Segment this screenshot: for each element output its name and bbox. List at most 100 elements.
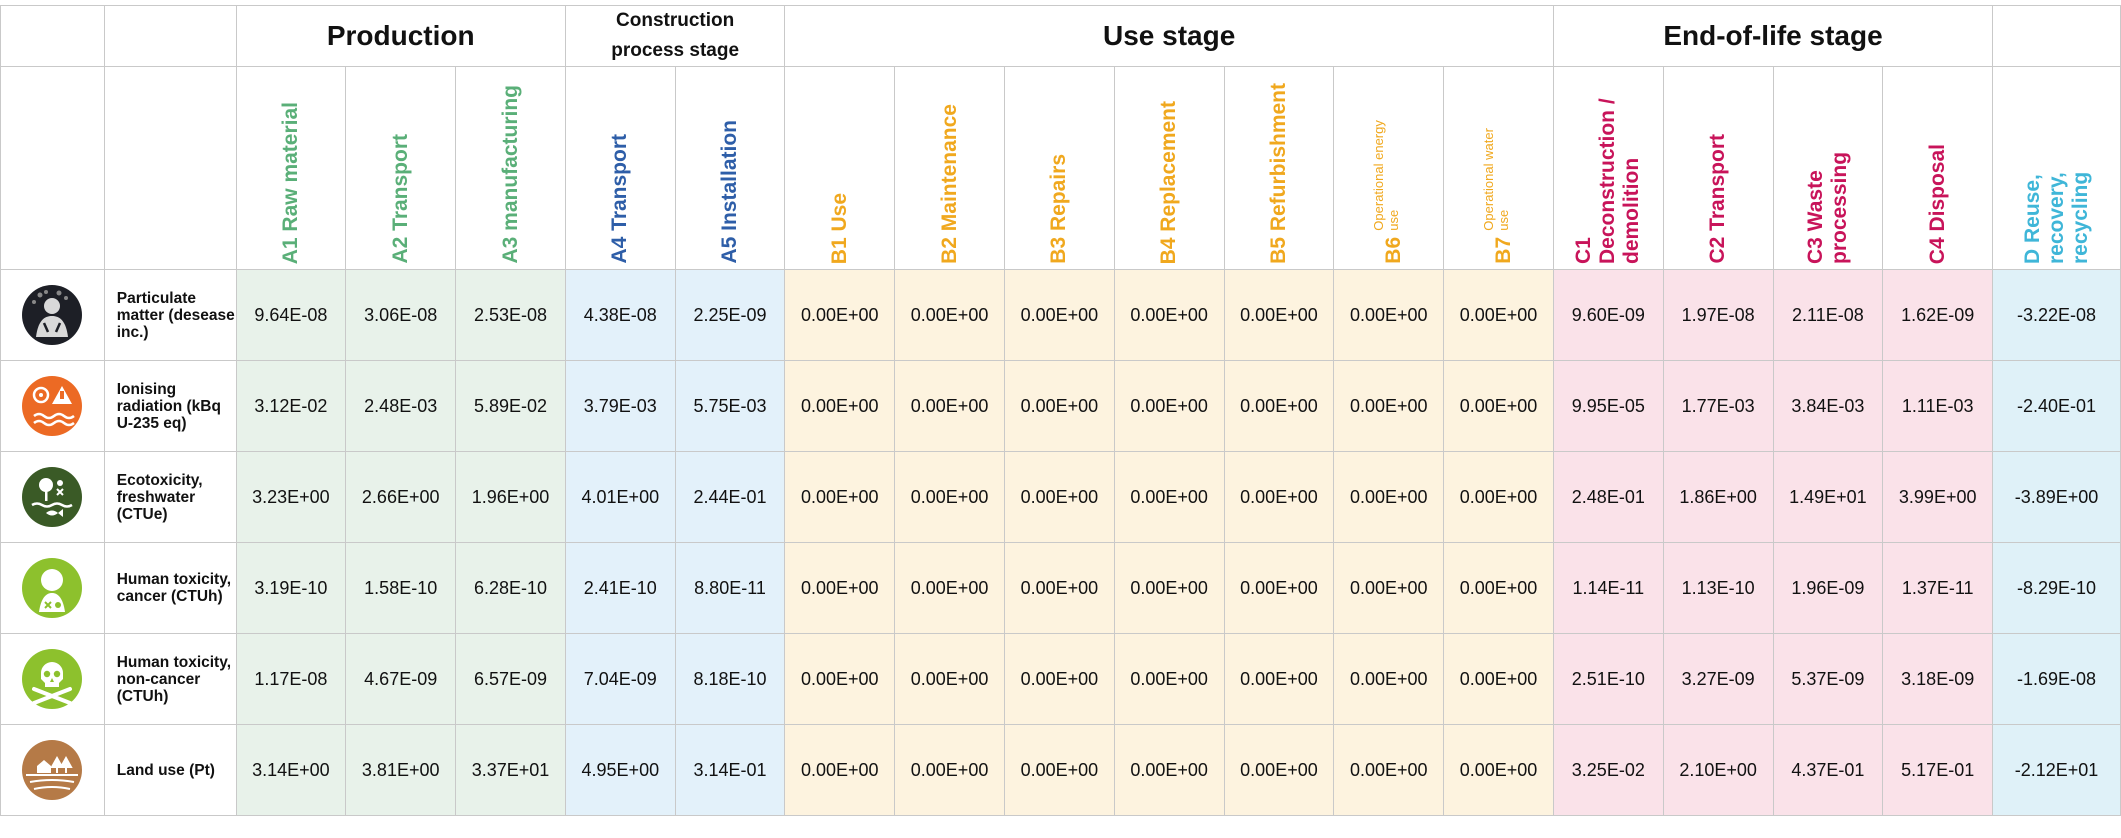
- module-c4: C4 Disposal: [1882, 66, 1994, 270]
- value-cell: 0.00E+00: [1333, 542, 1445, 634]
- value-cell: 2.48E-03: [345, 360, 457, 452]
- value-cell: 0.00E+00: [1443, 724, 1554, 816]
- corner-cell: [0, 66, 105, 270]
- value-cell: 0.00E+00: [784, 542, 896, 634]
- value-cell: 0.00E+00: [1003, 451, 1115, 543]
- module-d: D Reuse, recovery, recycling: [1992, 66, 2121, 270]
- particulate-matter-icon: [22, 285, 83, 345]
- value-cell: 1.58E-10: [345, 542, 457, 634]
- value-cell: 0.00E+00: [1443, 451, 1554, 543]
- value-cell: 3.81E+00: [345, 724, 457, 816]
- value-cell: 0.00E+00: [1113, 269, 1225, 361]
- value-cell: -3.22E-08: [1992, 269, 2121, 361]
- value-cell: 0.00E+00: [1003, 269, 1115, 361]
- value-cell: 3.99E+00: [1882, 451, 1994, 543]
- value-cell: 1.49E+01: [1772, 451, 1884, 543]
- value-cell: 0.00E+00: [894, 633, 1005, 725]
- value-cell: 5.75E-03: [674, 360, 786, 452]
- indicator-icon-cell: [0, 724, 105, 816]
- value-cell: 5.17E-01: [1882, 724, 1994, 816]
- module-a2-label: A2 Transport: [388, 134, 412, 264]
- table-row: Human toxicity, non-cancer (CTUh) 1.17E-0…: [0, 633, 2121, 725]
- stage-header-row: Production Construction process stage Use…: [0, 5, 2121, 67]
- indicator-name: Ecotoxicity, freshwater (CTUe): [103, 451, 237, 543]
- table-row: Ecotoxicity, freshwater (CTUe) 3.23E+00 2.…: [0, 451, 2121, 543]
- land-use-icon: [22, 740, 83, 800]
- value-cell: 0.00E+00: [1003, 360, 1115, 452]
- value-cell: 0.00E+00: [784, 724, 896, 816]
- value-cell: 3.19E-10: [235, 542, 347, 634]
- value-cell: 3.27E-09: [1662, 633, 1774, 725]
- module-c3: C3 Waste processing: [1772, 66, 1884, 270]
- value-cell: 2.53E-08: [455, 269, 566, 361]
- value-cell: 3.18E-09: [1882, 633, 1994, 725]
- value-cell: 2.66E+00: [345, 451, 457, 543]
- value-cell: 4.37E-01: [1772, 724, 1884, 816]
- value-cell: 6.28E-10: [455, 542, 566, 634]
- value-cell: 0.00E+00: [1113, 451, 1225, 543]
- module-a1: A1 Raw material: [235, 66, 347, 270]
- value-cell: 0.00E+00: [1223, 542, 1335, 634]
- value-cell: 2.41E-10: [564, 542, 676, 634]
- value-cell: 7.04E-09: [564, 633, 676, 725]
- value-cell: 0.00E+00: [1333, 724, 1445, 816]
- module-b7: B7 Operational water use: [1443, 66, 1554, 270]
- corner-cell: [0, 5, 105, 67]
- value-cell: 0.00E+00: [1443, 542, 1554, 634]
- indicator-icon-cell: [0, 542, 105, 634]
- value-cell: 3.84E-03: [1772, 360, 1884, 452]
- value-cell: 0.00E+00: [1223, 451, 1335, 543]
- module-c2: C2 Transport: [1662, 66, 1774, 270]
- indicator-icon-cell: [0, 451, 105, 543]
- value-cell: 2.10E+00: [1662, 724, 1774, 816]
- indicator-name: Human toxicity, cancer (CTUh): [103, 542, 237, 634]
- value-cell: 0.00E+00: [1003, 633, 1115, 725]
- value-cell: 8.80E-11: [674, 542, 786, 634]
- value-cell: 1.86E+00: [1662, 451, 1774, 543]
- value-cell: 2.51E-10: [1552, 633, 1664, 725]
- value-cell: 0.00E+00: [1443, 269, 1554, 361]
- stage-construction-line1: Construction: [616, 10, 735, 31]
- value-cell: 2.44E-01: [674, 451, 786, 543]
- module-a1-label: A1 Raw material: [278, 101, 302, 264]
- module-c2-label: C2 Transport: [1706, 134, 1730, 264]
- value-cell: 1.97E-08: [1662, 269, 1774, 361]
- module-b6-desc: Operational energy use: [1371, 120, 1402, 232]
- value-cell: 0.00E+00: [1223, 360, 1335, 452]
- value-cell: 0.00E+00: [1333, 451, 1445, 543]
- value-cell: 0.00E+00: [1443, 360, 1554, 452]
- value-cell: 4.38E-08: [564, 269, 676, 361]
- value-cell: 1.77E-03: [1662, 360, 1774, 452]
- value-cell: 0.00E+00: [894, 451, 1005, 543]
- module-b7-code: B7: [1492, 237, 1516, 264]
- value-cell: 3.14E-01: [674, 724, 786, 816]
- value-cell: -1.69E-08: [1992, 633, 2121, 725]
- value-cell: 9.95E-05: [1552, 360, 1664, 452]
- table-row: Particulate matter (desease inc.) 9.64E-0…: [0, 269, 2121, 361]
- value-cell: 0.00E+00: [894, 360, 1005, 452]
- module-b1-label: B1 Use: [827, 192, 851, 264]
- corner-cell: [103, 5, 237, 67]
- value-cell: 0.00E+00: [1443, 633, 1554, 725]
- module-d-label: D Reuse, recovery, recycling: [2020, 171, 2092, 264]
- indicator-icon-cell: [0, 269, 105, 361]
- indicator-name: Land use (Pt): [103, 724, 237, 816]
- value-cell: 3.37E+01: [455, 724, 566, 816]
- module-b5-label: B5 Refurbishment: [1266, 83, 1290, 264]
- module-b4: B4 Replacement: [1113, 66, 1225, 270]
- value-cell: -8.29E-10: [1992, 542, 2121, 634]
- indicator-icon-cell: [0, 633, 105, 725]
- value-cell: 8.18E-10: [674, 633, 786, 725]
- module-b4-label: B4 Replacement: [1157, 100, 1181, 264]
- module-b2: B2 Maintenance: [894, 66, 1005, 270]
- value-cell: 1.13E-10: [1662, 542, 1774, 634]
- value-cell: 4.01E+00: [564, 451, 676, 543]
- indicator-name: Human toxicity, non-cancer (CTUh): [103, 633, 237, 725]
- module-b6: B6 Operational energy use: [1333, 66, 1445, 270]
- lca-impact-table: Production Construction process stage Use…: [0, 5, 2121, 816]
- value-cell: 0.00E+00: [1333, 269, 1445, 361]
- table-body: Particulate matter (desease inc.) 9.64E-0…: [0, 269, 2121, 816]
- value-cell: 0.00E+00: [1223, 724, 1335, 816]
- module-b6-code: B6: [1382, 237, 1406, 264]
- value-cell: 5.37E-09: [1772, 633, 1884, 725]
